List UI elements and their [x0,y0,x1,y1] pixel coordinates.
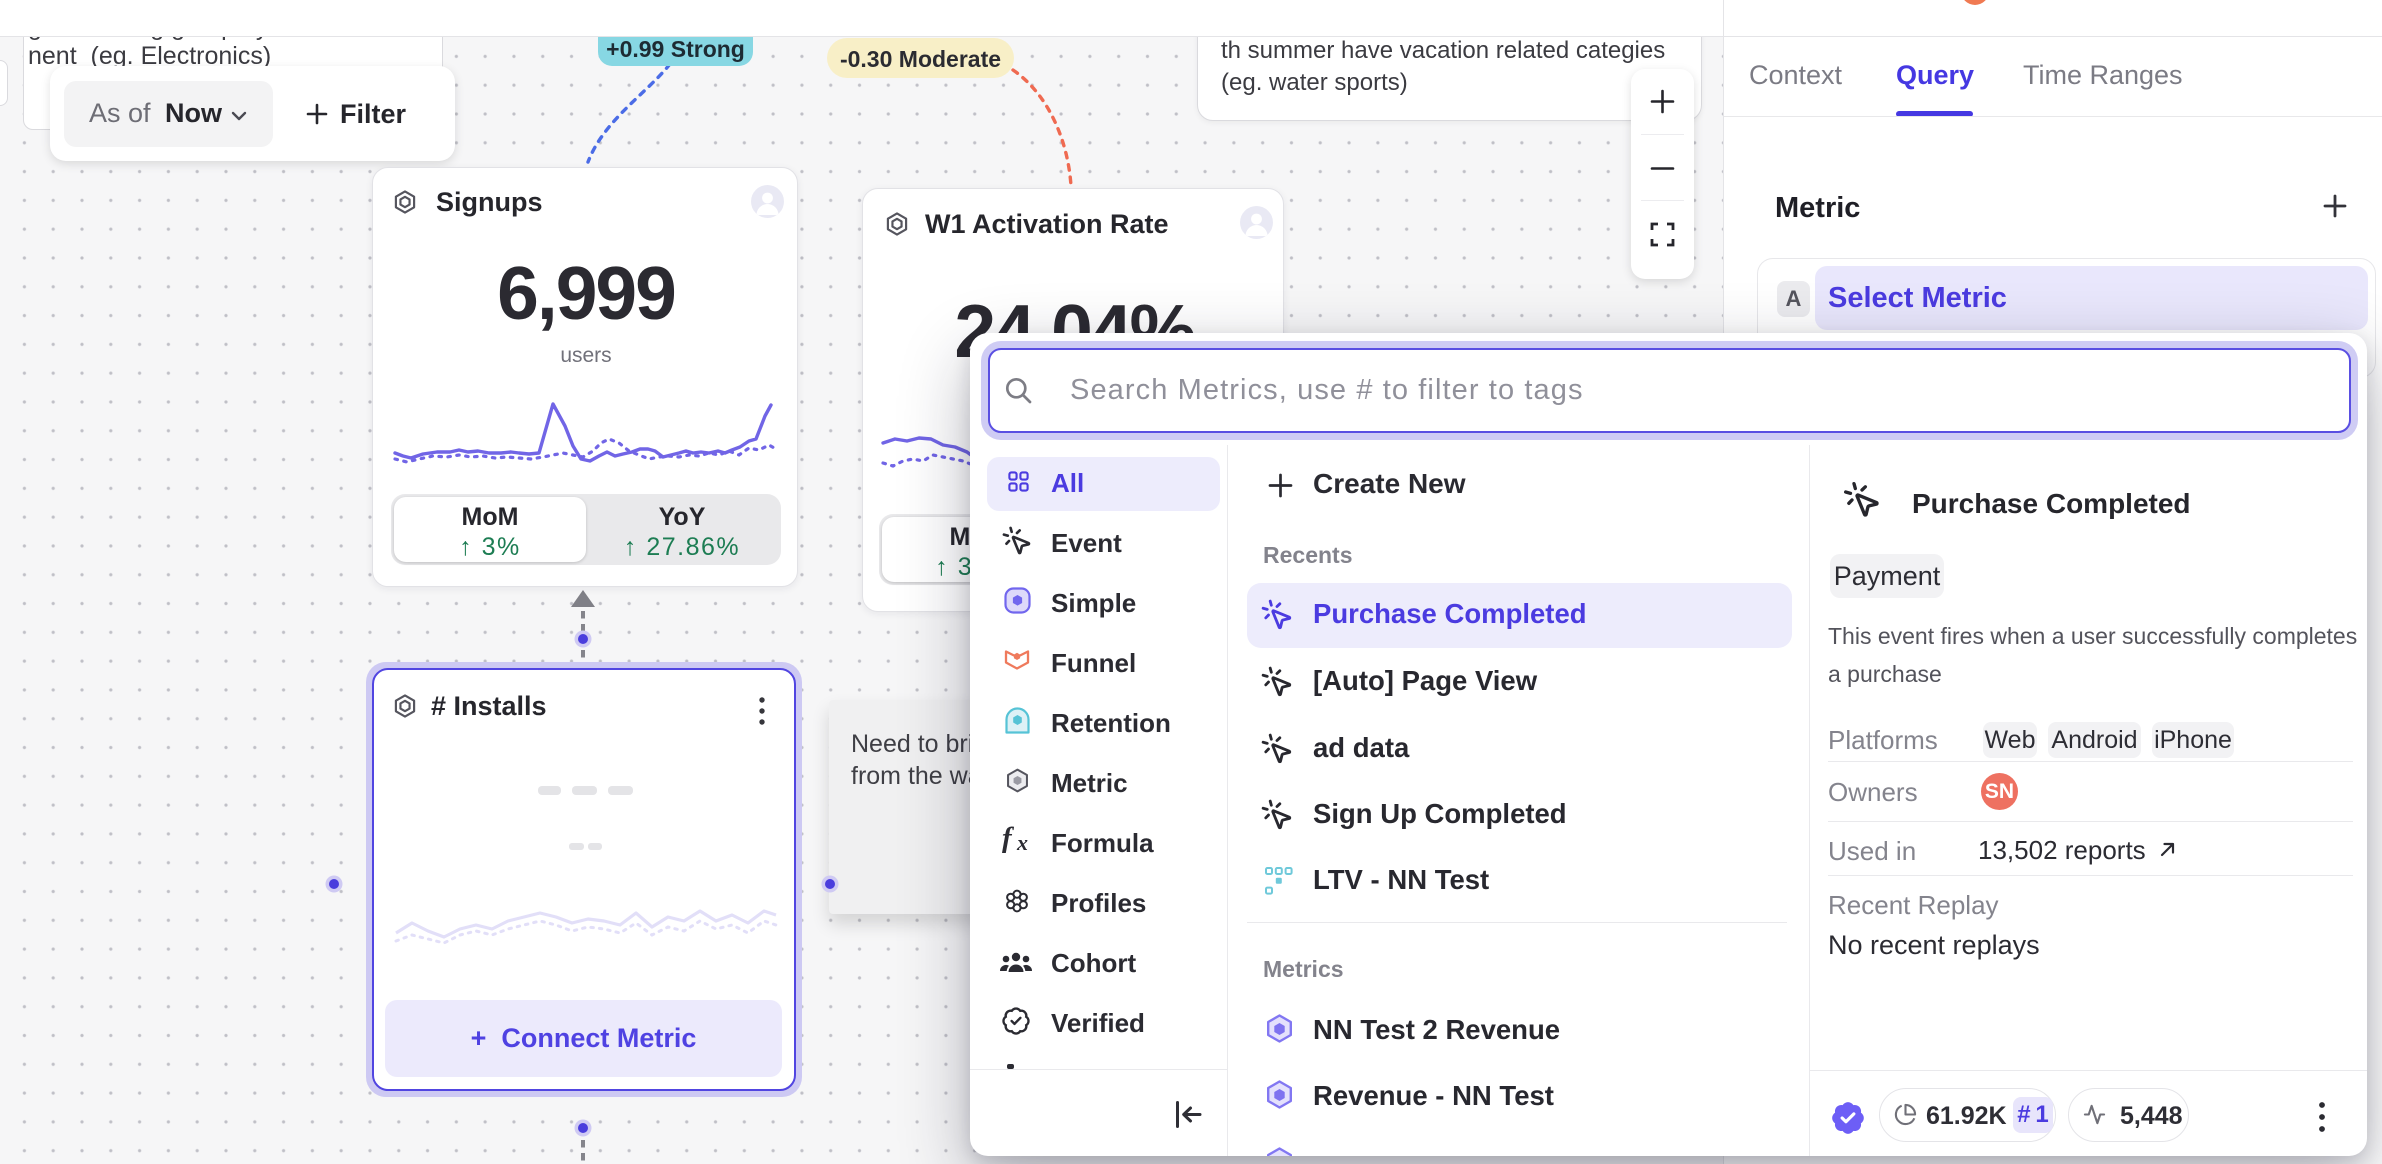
svg-text:f: f [1002,822,1015,854]
svg-text:x: x [1016,830,1028,855]
